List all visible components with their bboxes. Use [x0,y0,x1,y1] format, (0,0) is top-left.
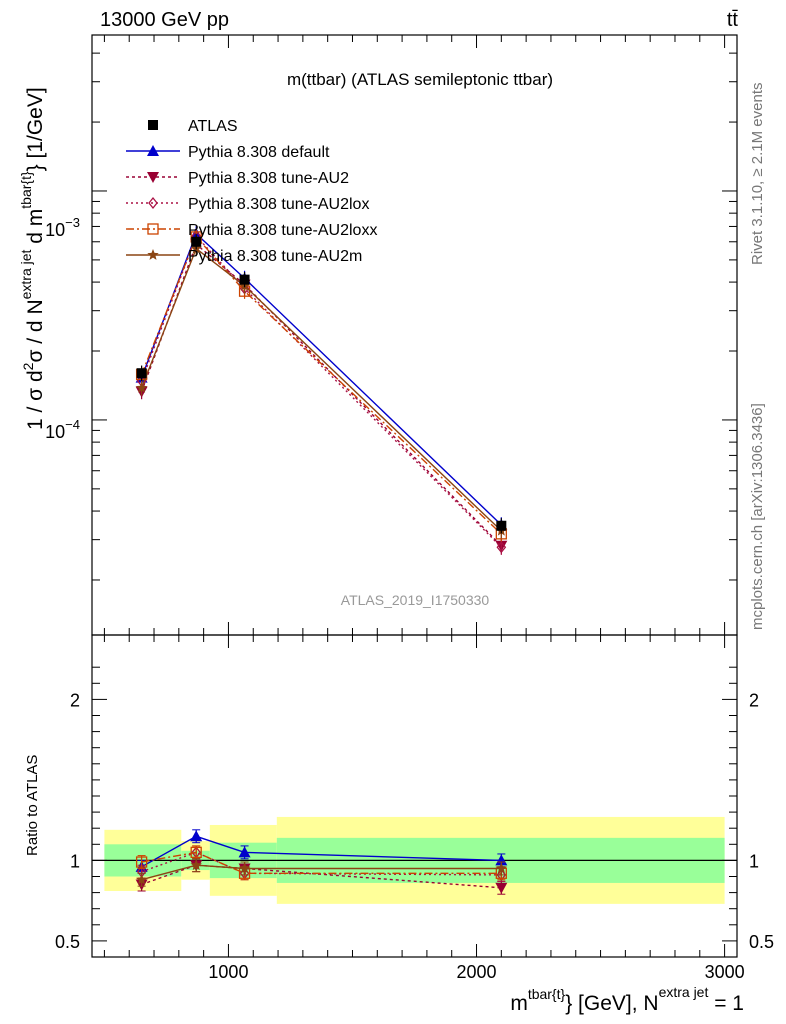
x-tick-label: 1000 [208,962,248,982]
point-au2m [135,381,148,393]
ratio-point-au2m [190,859,202,871]
legend-label-au2loxx: Pythia 8.308 tune-AU2loxx [188,222,377,239]
series-line-default [140,232,502,526]
y-tick-ratio-label: 0.5 [55,932,80,952]
legend-label-data: ATLAS [188,118,238,135]
y-tick-ratio-label-right: 0.5 [749,932,774,952]
watermark-label: ATLAS_2019_I1750330 [341,592,490,608]
y-tick-ratio-label: 2 [70,690,80,710]
energy-label: 13000 GeV pp [100,9,229,31]
process-label: tt̄ [727,9,739,31]
series-line-au2loxx [140,235,502,535]
legend-label-default: Pythia 8.308 default [188,144,330,161]
legend: ATLAS Pythia 8.308 default Pythia 8.308 tu… [126,118,377,265]
ratio-point-au2m [135,873,148,885]
ratio-line-au2m [141,864,502,881]
legend-label-au2lox: Pythia 8.308 tune-AU2lox [188,196,369,213]
point-data [136,368,147,379]
x-tick-label: 3000 [705,962,745,982]
series-line-au2 [140,243,502,547]
point-data [191,236,202,247]
point-data [496,520,507,531]
legend-marker-default [147,145,159,156]
y-axis-label-main: 1 / σ d2σ / d Nextra jet d mtbar{t}} [1/… [18,87,47,430]
legend-marker-au2m [147,249,159,260]
y-tick-ratio-label-right: 1 [749,851,759,871]
legend-marker-au2lox [148,196,158,210]
ratio-point-default [495,854,508,866]
ratio-line-default [141,835,502,868]
legend-label-au2: Pythia 8.308 tune-AU2 [188,170,349,187]
rivet-label: Rivet 3.1.10, ≥ 2.1M events [749,83,766,266]
y-tick-ratio-label: 1 [70,851,80,871]
point-au2lox [496,541,507,554]
ratio-line-au2loxx [141,851,502,874]
ytick-label-1e-4: 10−4 [45,417,80,442]
series-line-au2lox [140,234,502,548]
x-tick-label: 2000 [456,962,496,982]
ratio-point-au2loxx [135,856,148,868]
mcplots-label: mcplots.cern.ch [arXiv:1306.3436] [749,403,766,630]
x-axis-label: mtbar{t}} [GeV], Nextra jet = 1 [510,984,744,1015]
ratio-frame [91,634,738,958]
legend-marker-au2 [147,172,159,183]
legend-label-au2m: Pythia 8.308 tune-AU2m [188,248,362,265]
ratio-line-au2 [141,864,502,889]
y-axis-label-ratio: Ratio to ATLAS [24,755,41,856]
ratio-point-au2 [495,882,508,894]
chart-title: m(ttbar) (ATLAS semileptonic ttbar) [287,70,553,89]
point-data [239,274,250,285]
ytick-label-1e-3: 10−3 [45,215,80,240]
legend-marker-data [148,120,158,130]
ratio-point-au2loxx [190,846,202,858]
ratio-point-default [190,830,203,842]
series-line-au2m [140,247,502,532]
ratio-point-au2m [495,862,507,874]
legend-marker-au2loxx [147,223,159,235]
y-tick-ratio-label-right: 2 [749,690,759,710]
ratio-point-default [238,846,251,858]
ratio-point-au2m [238,862,251,874]
